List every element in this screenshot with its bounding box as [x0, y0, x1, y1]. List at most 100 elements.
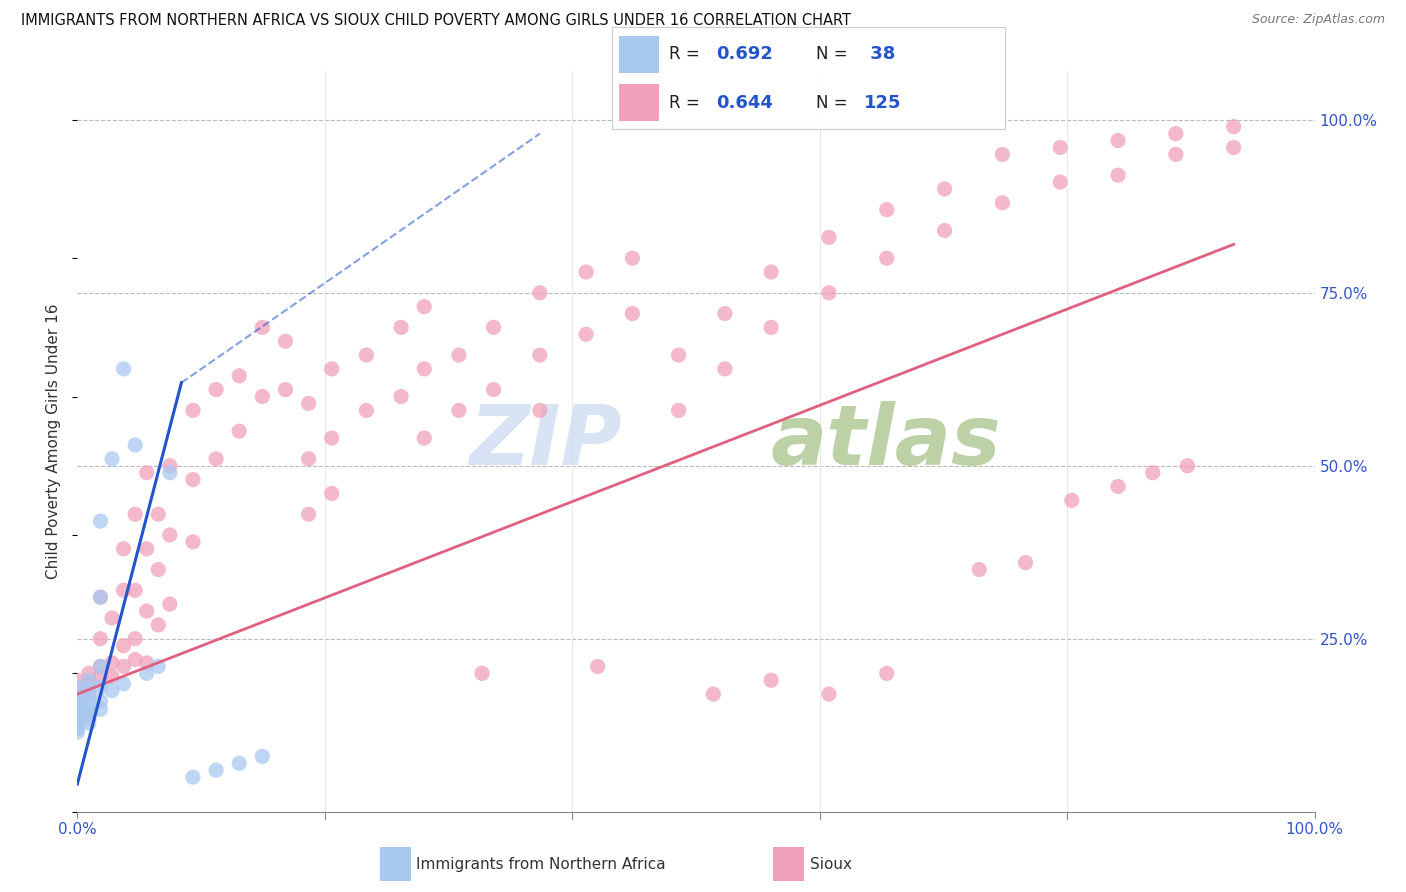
Point [181, 403, 204, 417]
Text: Sioux: Sioux [810, 857, 852, 871]
Point [89, 514, 111, 528]
Point [818, 285, 841, 300]
Point [89, 591, 111, 605]
Point [66, 714, 89, 729]
Point [66, 701, 89, 715]
Point [135, 541, 157, 556]
Text: atlas: atlas [770, 401, 1001, 482]
Point [77, 698, 100, 712]
Point [529, 403, 551, 417]
Point [89, 659, 111, 673]
Point [89, 680, 111, 694]
Point [389, 320, 412, 334]
Point [159, 458, 181, 473]
Point [1107, 168, 1129, 182]
Point [89, 670, 111, 684]
Point [876, 666, 898, 681]
Point [1060, 493, 1083, 508]
Point [228, 368, 250, 383]
Point [112, 362, 135, 376]
Point [413, 431, 436, 445]
Text: N =: N = [817, 45, 853, 63]
Text: N =: N = [817, 94, 853, 112]
Text: 38: 38 [863, 45, 896, 63]
Point [297, 507, 319, 521]
Point [159, 466, 181, 480]
Point [66, 725, 89, 739]
Point [252, 320, 274, 334]
Point [124, 583, 146, 598]
Point [89, 591, 111, 605]
Point [159, 597, 181, 611]
Point [112, 659, 135, 673]
Point [575, 265, 598, 279]
Point [205, 383, 228, 397]
Point [471, 666, 494, 681]
Point [66, 707, 89, 722]
Text: Immigrants from Northern Africa: Immigrants from Northern Africa [416, 857, 666, 871]
Point [1164, 147, 1187, 161]
Point [991, 195, 1014, 210]
Point [934, 182, 956, 196]
Point [621, 251, 644, 265]
Point [447, 403, 470, 417]
Point [529, 348, 551, 362]
Point [818, 230, 841, 244]
Point [714, 362, 737, 376]
Point [668, 348, 690, 362]
Text: 0.644: 0.644 [716, 94, 773, 112]
Point [228, 756, 250, 771]
Y-axis label: Child Poverty Among Girls Under 16: Child Poverty Among Girls Under 16 [46, 304, 62, 579]
Point [759, 320, 782, 334]
Point [101, 611, 124, 625]
FancyBboxPatch shape [620, 36, 659, 73]
Point [181, 534, 204, 549]
Point [1107, 479, 1129, 493]
Point [124, 438, 146, 452]
Point [124, 632, 146, 646]
Point [66, 690, 89, 705]
Point [356, 348, 378, 362]
Point [124, 652, 146, 666]
Point [668, 403, 690, 417]
Point [967, 563, 990, 577]
Point [66, 694, 89, 708]
Text: R =: R = [669, 94, 704, 112]
Text: IMMIGRANTS FROM NORTHERN AFRICA VS SIOUX CHILD POVERTY AMONG GIRLS UNDER 16 CORR: IMMIGRANTS FROM NORTHERN AFRICA VS SIOUX… [21, 13, 851, 29]
Point [447, 348, 470, 362]
Point [702, 687, 724, 701]
Point [112, 541, 135, 556]
Point [205, 451, 228, 466]
Point [181, 770, 204, 784]
Point [135, 656, 157, 670]
Point [252, 749, 274, 764]
Point [66, 687, 89, 701]
Point [714, 306, 737, 320]
Point [228, 424, 250, 438]
Point [77, 676, 100, 690]
Point [1164, 127, 1187, 141]
Point [89, 694, 111, 708]
Point [148, 618, 170, 632]
Point [124, 507, 146, 521]
Point [148, 659, 170, 673]
Point [101, 683, 124, 698]
Point [77, 687, 100, 701]
Point [148, 507, 170, 521]
Point [876, 202, 898, 217]
Point [321, 362, 343, 376]
Point [77, 666, 100, 681]
Point [77, 716, 100, 731]
Point [1014, 556, 1036, 570]
Point [1049, 175, 1071, 189]
Point [759, 265, 782, 279]
Point [297, 396, 319, 410]
Point [1142, 466, 1164, 480]
Point [77, 673, 100, 688]
Point [1177, 458, 1199, 473]
Point [101, 451, 124, 466]
Point [135, 466, 157, 480]
Point [356, 403, 378, 417]
Point [876, 251, 898, 265]
Point [818, 687, 841, 701]
